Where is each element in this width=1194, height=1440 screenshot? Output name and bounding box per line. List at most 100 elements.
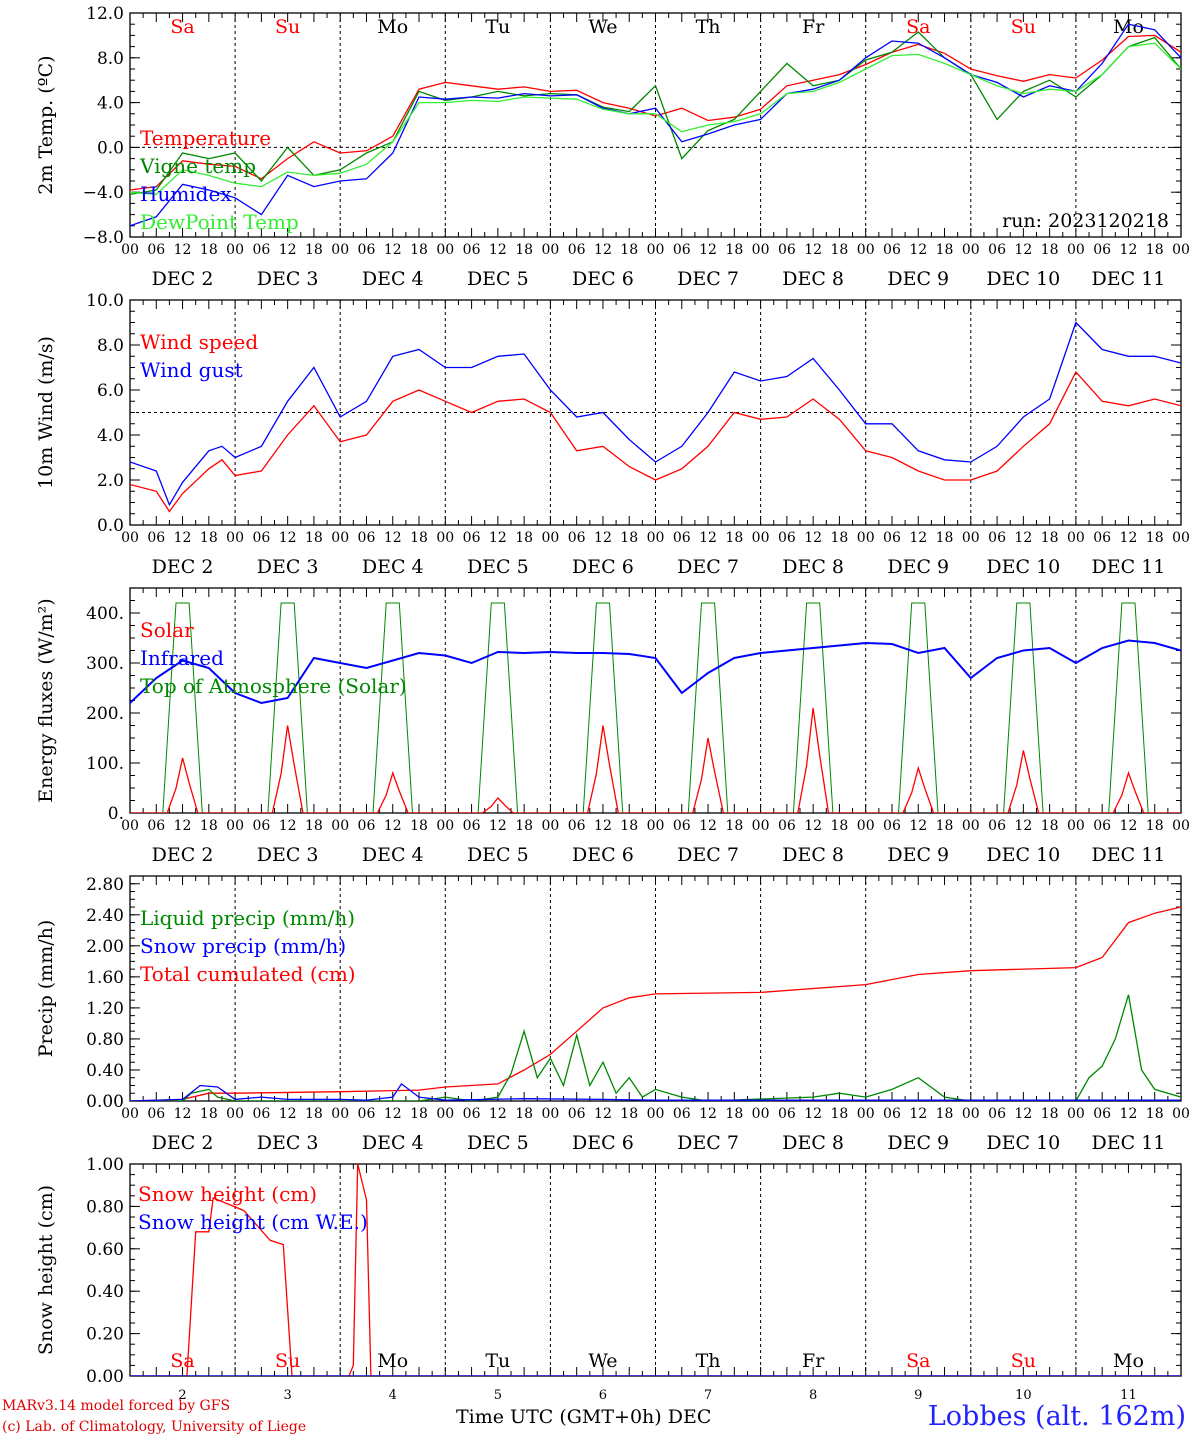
- panel-precip: 0.00 0.40 0.80 1.20 1.60 2.00 2.40 2.80 Precip (…: [35, 875, 1190, 1154]
- hour-tick-label: 12: [489, 818, 507, 834]
- hour-tick-label: 18: [410, 1106, 428, 1122]
- hour-tick-label: 18: [620, 818, 638, 834]
- plot-frame: [129, 587, 1182, 814]
- hour-tick-label: 06: [883, 1106, 901, 1122]
- hour-tick-label: 00: [857, 1106, 875, 1122]
- day-number-label: 7: [704, 1388, 712, 1403]
- hour-tick-label: 18: [831, 1106, 849, 1122]
- date-label: DEC 10: [986, 556, 1060, 578]
- hour-tick-label: 06: [1093, 1106, 1111, 1122]
- series-line-dewpoint-temp: [130, 42, 1181, 196]
- hour-tick-label: 12: [1014, 242, 1032, 258]
- hour-tick-label: 00: [226, 530, 244, 546]
- hour-tick-label: 00: [647, 242, 665, 258]
- legend-entry: Total cumulated (cm): [140, 962, 356, 986]
- day-number-label: 8: [809, 1388, 817, 1403]
- hour-tick-label: 12: [909, 242, 927, 258]
- hour-tick-label: 00: [541, 818, 559, 834]
- weekday-label: Th: [696, 1350, 721, 1372]
- hour-tick-label: 12: [804, 530, 822, 546]
- y-tick-label: 4.0: [97, 94, 124, 114]
- series-line-wind-speed: [130, 370, 1181, 513]
- hour-tick-label: 12: [699, 530, 717, 546]
- hour-tick-label: 12: [279, 530, 297, 546]
- hour-tick-label: 12: [174, 1106, 192, 1122]
- y-tick-label: −4.0: [83, 183, 124, 203]
- hour-tick-label: 00: [647, 530, 665, 546]
- hour-tick-label: 00: [962, 818, 980, 834]
- hour-tick-label: 06: [1093, 530, 1111, 546]
- hour-tick-label: 06: [778, 530, 796, 546]
- date-label: DEC 5: [467, 1132, 529, 1154]
- date-label: DEC 7: [677, 268, 739, 290]
- hour-tick-label: 12: [1120, 1106, 1138, 1122]
- hour-tick-label: 00: [962, 1106, 980, 1122]
- hour-tick-label: 12: [279, 818, 297, 834]
- hour-tick-label: 12: [699, 1106, 717, 1122]
- legend-entry: Liquid precip (mm/h): [140, 906, 355, 930]
- date-label: DEC 11: [1092, 268, 1166, 290]
- hour-tick-label: 00: [121, 818, 139, 834]
- date-label: DEC 6: [572, 844, 634, 866]
- hour-tick-label: 18: [305, 1106, 323, 1122]
- date-label: DEC 5: [467, 844, 529, 866]
- hour-tick-label: 00: [962, 530, 980, 546]
- hour-tick-label: 06: [1093, 818, 1111, 834]
- hour-tick-label: 12: [699, 818, 717, 834]
- hour-tick-label: 18: [200, 1106, 218, 1122]
- legend-entry: Infrared: [140, 646, 224, 670]
- y-tick-label: 400.: [86, 604, 124, 624]
- hour-tick-label: 00: [1067, 242, 1085, 258]
- y-tick-label: 100.: [86, 754, 124, 774]
- date-label: DEC 5: [467, 268, 529, 290]
- y-tick-label: 1.00: [86, 1155, 124, 1175]
- series-line-liquid-precip-mm-h-: [130, 994, 1181, 1101]
- date-label: DEC 4: [362, 268, 424, 290]
- panel-wind: 0.0 2.0 4.0 6.0 8.0 10.0 10m Wind (m/s) 00 06 12 1…: [35, 291, 1190, 578]
- hour-tick-label: 00: [121, 1106, 139, 1122]
- legend-entry: DewPoint Temp: [140, 210, 299, 234]
- date-label: DEC 2: [152, 1132, 214, 1154]
- day-number-label: 6: [599, 1388, 607, 1403]
- y-tick-label: 8.0: [97, 336, 124, 356]
- y-tick-label: 4.0: [97, 426, 124, 446]
- weekday-label: Tu: [485, 1350, 510, 1372]
- y-axis-label: 10m Wind (m/s): [35, 336, 57, 489]
- y-tick-label: 2.80: [86, 875, 124, 895]
- hour-tick-label: 00: [647, 1106, 665, 1122]
- date-label: DEC 8: [782, 268, 844, 290]
- hour-tick-label: 00: [647, 818, 665, 834]
- y-tick-label: 8.0: [97, 49, 124, 69]
- y-tick-label: 0.: [108, 804, 124, 824]
- hour-tick-label: 06: [673, 1106, 691, 1122]
- date-label: DEC 10: [986, 268, 1060, 290]
- hour-tick-label: 18: [620, 530, 638, 546]
- hour-tick-label: 12: [174, 530, 192, 546]
- panel-snow: 0.00 0.20 0.40 0.60 0.80 1.00 Snow height (cm)…: [35, 1155, 1182, 1403]
- weekday-label: Mo: [1113, 16, 1144, 38]
- hour-tick-label: 18: [515, 1106, 533, 1122]
- date-label: DEC 9: [887, 556, 949, 578]
- hour-tick-label: 18: [410, 242, 428, 258]
- hour-tick-label: 12: [1014, 1106, 1032, 1122]
- hour-tick-label: 18: [305, 242, 323, 258]
- hour-tick-label: 06: [147, 530, 165, 546]
- y-tick-label: 0.00: [86, 1367, 124, 1387]
- plot-frame: [129, 12, 1182, 238]
- hour-tick-label: 12: [174, 818, 192, 834]
- date-label: DEC 7: [677, 844, 739, 866]
- hour-tick-label: 12: [1120, 242, 1138, 258]
- legend-entry: Temperature: [140, 126, 271, 150]
- hour-tick-label: 12: [1014, 818, 1032, 834]
- hour-tick-label: 12: [384, 242, 402, 258]
- hour-tick-label: 00: [1067, 818, 1085, 834]
- hour-tick-label: 00: [121, 242, 139, 258]
- station-name: Lobbes (alt. 162m): [927, 1401, 1186, 1432]
- hour-tick-label: 06: [988, 818, 1006, 834]
- hour-tick-label: 18: [725, 818, 743, 834]
- y-axis-label: Energy fluxes (W/m²): [35, 598, 57, 802]
- series-group: [130, 23, 1181, 227]
- hour-tick-label: 00: [752, 242, 770, 258]
- hour-tick-label: 06: [463, 1106, 481, 1122]
- hour-tick-label: 00: [1172, 818, 1190, 834]
